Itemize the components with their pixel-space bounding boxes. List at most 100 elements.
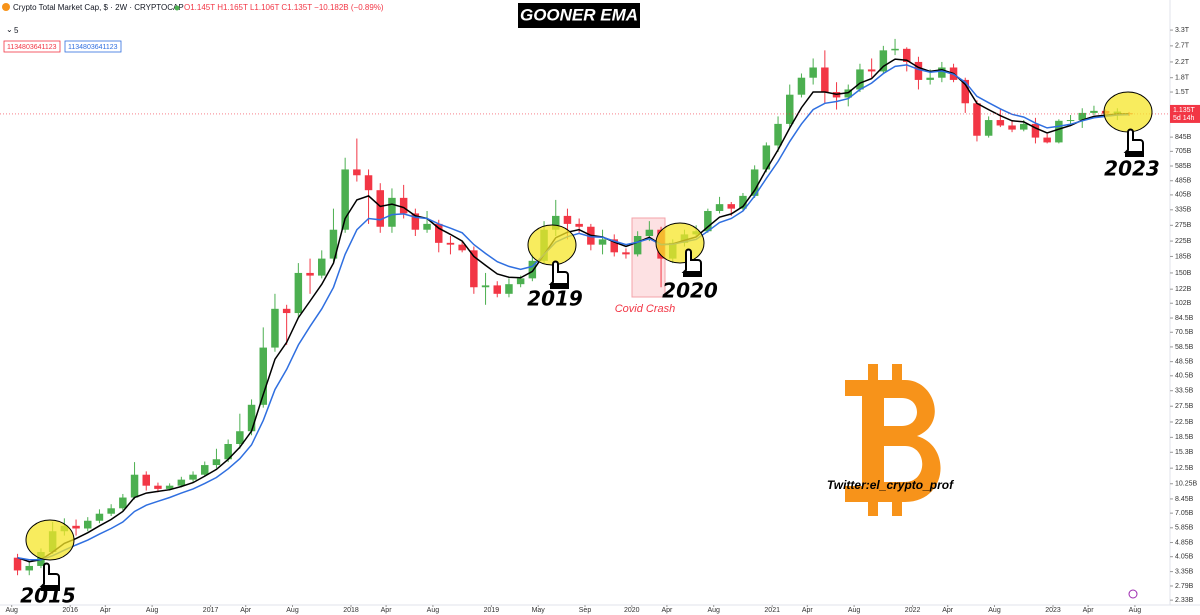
indicator-box — [64, 40, 122, 53]
candle-body — [224, 443, 232, 460]
candle-body — [926, 77, 934, 80]
x-tick-label: 2023 — [1045, 607, 1061, 614]
y-tick-label: 275B — [1175, 222, 1192, 229]
candle-body — [1043, 137, 1051, 143]
candle-body — [973, 103, 981, 136]
candle-body — [797, 77, 806, 95]
candle-body — [563, 215, 572, 224]
y-tick-label: 4.05B — [1175, 554, 1194, 561]
highlight-circle — [1103, 91, 1153, 133]
candle-body — [364, 175, 373, 191]
candle-body — [774, 123, 782, 146]
pointing-hand — [1123, 128, 1144, 153]
symbol: Crypto Total Market Cap, $ · 2W · CRYPTO… — [13, 3, 184, 12]
candle-body — [177, 479, 186, 486]
candle-body — [341, 169, 349, 230]
indicator-value: 1134803641123 — [7, 44, 57, 51]
candle-body — [961, 79, 969, 104]
x-tick-label: Apr — [942, 607, 954, 614]
x-tick-label: Aug — [5, 607, 18, 614]
x-tick-label: Aug — [427, 607, 440, 614]
candle-body — [762, 145, 771, 170]
candle-body — [1090, 110, 1098, 113]
candle-body — [528, 260, 537, 279]
y-tick-label: 705B — [1175, 148, 1192, 155]
y-tick-label: 185B — [1175, 253, 1192, 260]
countdown: 5d 14h — [1173, 115, 1195, 122]
y-tick-label: 3.3T — [1175, 27, 1190, 34]
y-tick-label: 150B — [1175, 270, 1192, 277]
candle-body — [633, 236, 642, 255]
candle-body — [259, 347, 267, 405]
candle-body — [575, 223, 583, 227]
candle-body — [1078, 112, 1086, 121]
candle-body — [891, 48, 899, 51]
y-tick-label: 40.5B — [1175, 373, 1194, 380]
y-tick-label: 1.5T — [1175, 89, 1190, 96]
x-tick-label: Sep — [579, 607, 592, 614]
candle-body — [154, 485, 162, 489]
y-tick-label: 2.7T — [1175, 43, 1190, 50]
title-box — [518, 3, 640, 28]
alert-icon[interactable] — [1128, 589, 1138, 599]
year-annotation: 2019 — [527, 287, 583, 311]
candle-body — [72, 525, 80, 529]
candle-body — [119, 497, 127, 509]
candle-body — [739, 195, 747, 209]
y-tick-label: 70.5B — [1175, 329, 1194, 336]
indicator-count: 5 — [14, 26, 19, 35]
candle-body — [1066, 120, 1075, 122]
x-tick-label: Aug — [286, 607, 299, 614]
candle-body — [821, 67, 829, 93]
bitcoin-logo — [845, 380, 941, 502]
candle-body — [282, 308, 291, 314]
y-tick-label: 4.85B — [1175, 539, 1194, 546]
x-tick-label: 2018 — [343, 607, 359, 614]
candle-body — [95, 513, 104, 521]
last-price-box — [1170, 104, 1200, 123]
candle-body — [142, 474, 150, 486]
y-tick-label: 7.05B — [1175, 510, 1194, 517]
candle-body — [493, 285, 501, 294]
candle-body — [201, 465, 209, 475]
candle-body — [856, 69, 864, 90]
candle-body — [294, 272, 303, 314]
indicator-toggle[interactable]: ⌄ — [6, 25, 13, 34]
candle-body — [13, 557, 22, 571]
candle-body — [212, 459, 221, 466]
x-tick-label: Apr — [100, 607, 112, 614]
y-tick-label: 5.85B — [1175, 525, 1194, 532]
y-tick-label: 585B — [1175, 163, 1192, 170]
twitter-handle: Twitter:el_crypto_prof — [827, 478, 954, 492]
y-tick-label: 12.5B — [1175, 465, 1194, 472]
y-tick-label: 102B — [1175, 300, 1192, 307]
candle-body — [446, 242, 455, 245]
candle-body — [318, 258, 326, 276]
candle-body — [189, 474, 197, 480]
year-annotation: 2020 — [662, 279, 718, 303]
y-tick-label: 1.8T — [1175, 75, 1190, 82]
candle-body — [107, 508, 115, 514]
candle-body — [786, 94, 794, 124]
x-tick-label: 2016 — [62, 607, 78, 614]
candle-body — [84, 520, 92, 529]
candle-body — [622, 252, 630, 255]
candle-body — [458, 244, 466, 251]
x-tick-label: 2017 — [203, 607, 219, 614]
bitcoin-logo-bar — [868, 364, 878, 382]
bitcoin-logo-bar — [868, 500, 878, 516]
last-price-label: 1.135T — [1173, 107, 1196, 114]
pointing-hand — [681, 248, 702, 273]
x-tick-label: Apr — [1083, 607, 1095, 614]
y-tick-label: 22.5B — [1175, 419, 1194, 426]
covid-annotation: Covid Crash — [615, 303, 676, 315]
y-tick-label: 2.2T — [1175, 59, 1190, 66]
candle-body — [329, 229, 338, 259]
candle-body — [715, 204, 724, 211]
pointing-hand-cuff — [41, 586, 60, 591]
bitcoin-logo-bar — [892, 500, 902, 516]
candle-body — [750, 169, 759, 196]
y-tick-label: 485B — [1175, 178, 1192, 185]
y-tick-label: 122B — [1175, 286, 1192, 293]
